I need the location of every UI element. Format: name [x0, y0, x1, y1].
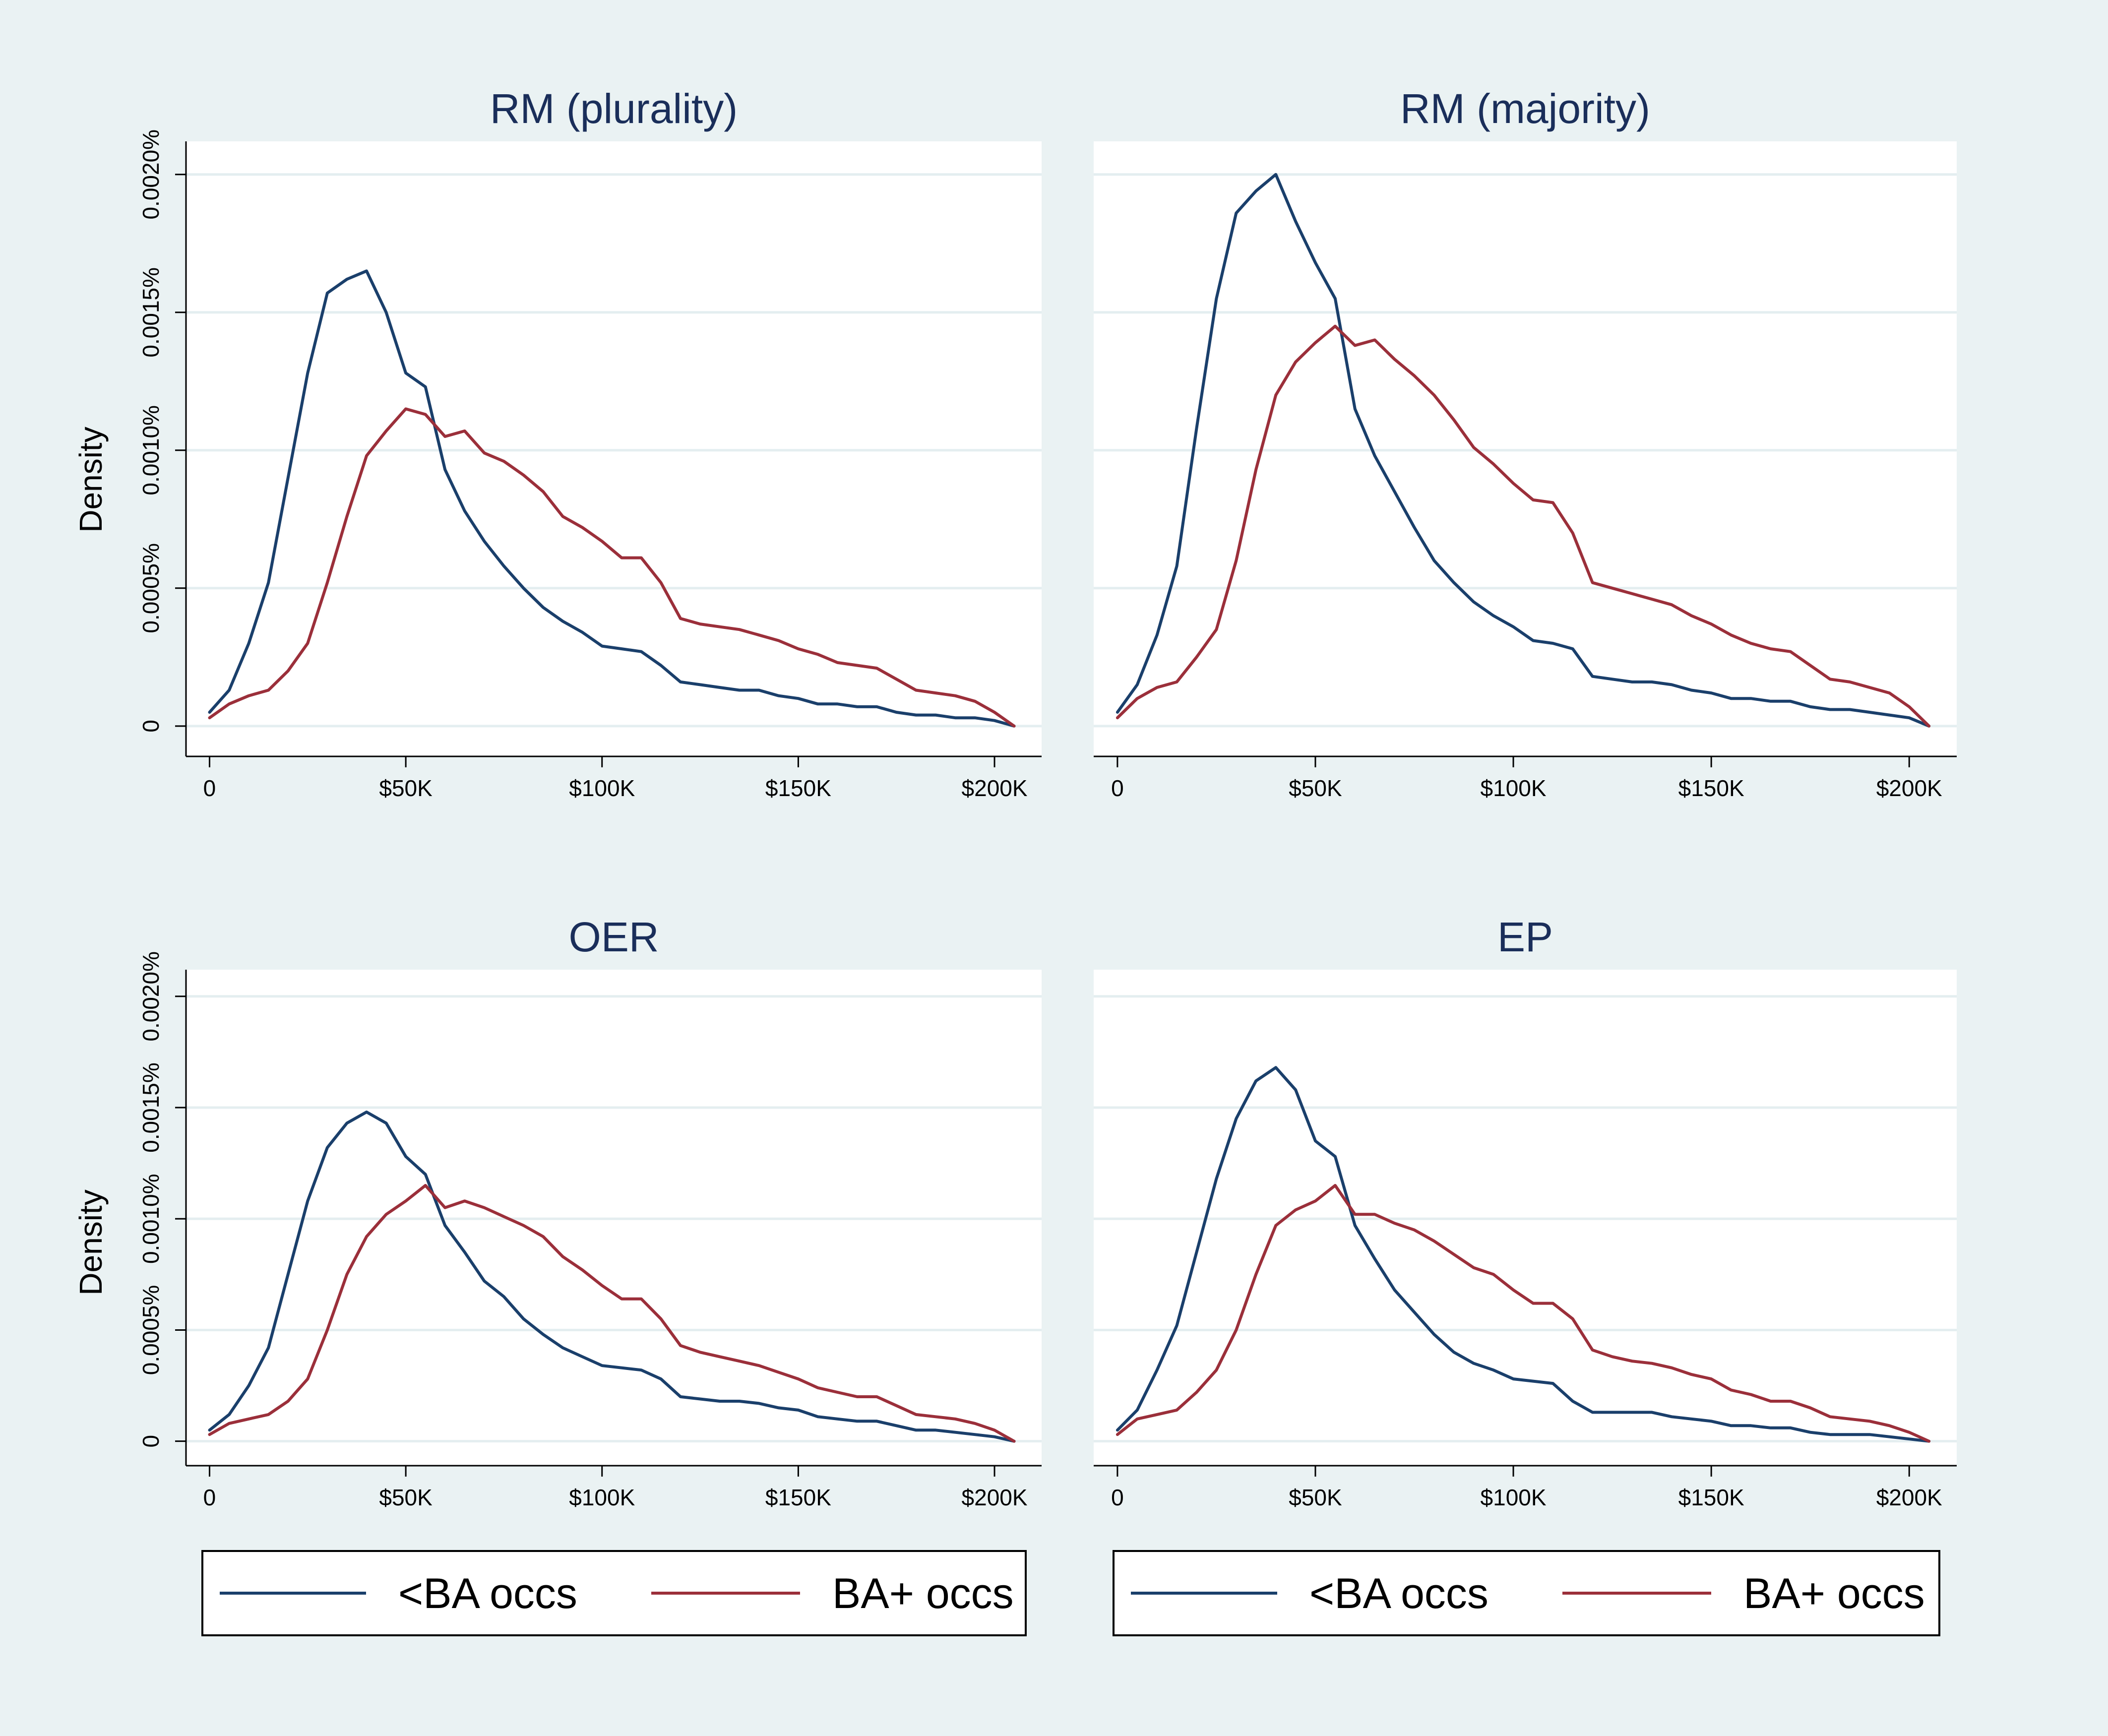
x-tick-label: 0 — [203, 775, 216, 801]
x-tick-label: $200K — [962, 775, 1028, 801]
plot-area — [186, 141, 1042, 756]
y-axis-label: Density — [73, 1189, 109, 1295]
x-tick-label: 0 — [1111, 775, 1124, 801]
x-tick-label: $150K — [1678, 775, 1744, 801]
x-tick-label: $50K — [1289, 775, 1342, 801]
y-tick-label: 0.0005% — [138, 1285, 164, 1375]
x-tick-label: 0 — [1111, 1485, 1124, 1510]
x-tick-label: $150K — [765, 775, 831, 801]
y-tick-label: 0.0020% — [138, 129, 164, 220]
x-tick-label: $100K — [569, 775, 635, 801]
legend-label: BA+ occs — [1743, 1570, 1925, 1617]
x-tick-label: $100K — [1481, 1485, 1547, 1510]
chart-panel-2: 0 $50K $100K $150K $200K RM (majority) — [1094, 85, 1957, 801]
chart-title: RM (majority) — [1400, 85, 1650, 132]
x-tick-label: 0 — [203, 1485, 216, 1510]
series-line-ba-plus — [208, 1184, 1016, 1443]
x-tick-label: $150K — [765, 1485, 831, 1510]
legend-label: <BA occs — [1309, 1570, 1488, 1617]
series-line-ba-plus — [208, 407, 1016, 728]
legend-label: BA+ occs — [832, 1570, 1014, 1617]
y-tick-label: 0.0005% — [138, 543, 164, 633]
chart-panel-1: 0 $50K $100K $150K $200K 0 0.0005% 0.0010% 0.001… — [73, 85, 1042, 801]
x-tick-label: $100K — [1481, 775, 1547, 801]
series-line-ba-plus — [1116, 324, 1931, 728]
x-tick-label: $50K — [1289, 1485, 1342, 1510]
chart-title: EP — [1497, 914, 1553, 960]
series-line-below-ba — [208, 269, 1016, 728]
series-line-below-ba — [1116, 173, 1931, 728]
series-line-below-ba — [208, 1111, 1016, 1443]
legend-label: <BA occs — [398, 1570, 577, 1617]
y-tick-label: 0.0010% — [138, 1174, 164, 1264]
x-tick-label: $50K — [379, 775, 433, 801]
chart-panel-3: 0 $50K $100K $150K $200K 0 0.0005% 0.0010% 0.001… — [73, 914, 1042, 1510]
x-tick-label: $200K — [1876, 1485, 1942, 1510]
x-tick-label: $150K — [1678, 1485, 1744, 1510]
y-axis-label: Density — [73, 427, 109, 532]
y-tick-label: 0.0015% — [138, 1062, 164, 1153]
y-tick-label: 0.0010% — [138, 405, 164, 496]
chart-panel-4: 0 $50K $100K $150K $200K EP — [1094, 914, 1957, 1510]
legend-1: <BA occs BA+ occs — [201, 1550, 1027, 1636]
x-tick-label: $100K — [569, 1485, 635, 1510]
legend-2: <BA occs BA+ occs — [1113, 1550, 1940, 1636]
series-line-below-ba — [1116, 1066, 1931, 1443]
y-tick-label: 0 — [138, 1435, 164, 1448]
series-line-ba-plus — [1116, 1184, 1931, 1443]
y-tick-label: 0.0015% — [138, 267, 164, 358]
chart-title: OER — [568, 914, 659, 960]
plot-area — [1094, 141, 1957, 756]
x-tick-label: $200K — [1876, 775, 1942, 801]
x-tick-label: $200K — [962, 1485, 1028, 1510]
chart-title: RM (plurality) — [490, 85, 738, 132]
y-tick-label: 0 — [138, 720, 164, 733]
x-tick-label: $50K — [379, 1485, 433, 1510]
y-tick-label: 0.0020% — [138, 951, 164, 1042]
